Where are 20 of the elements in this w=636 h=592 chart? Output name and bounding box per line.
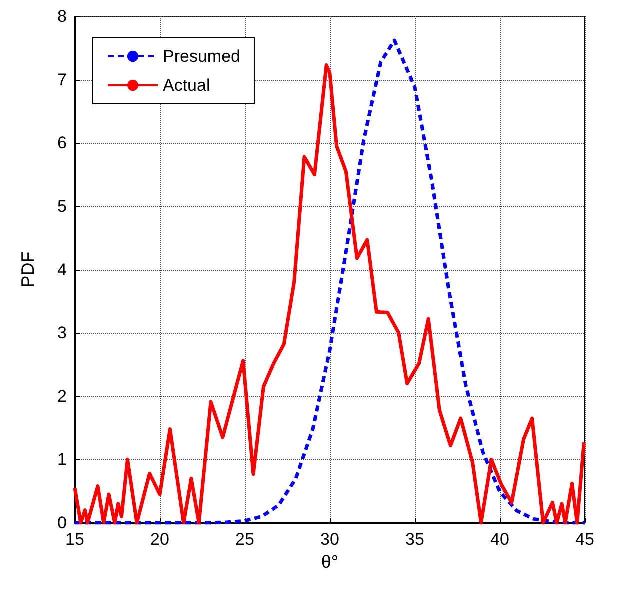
x-axis-title: θ° — [321, 552, 339, 572]
x-tick-label: 15 — [66, 530, 84, 549]
x-tick-label: 45 — [576, 530, 594, 549]
legend-label: Presumed — [163, 47, 240, 66]
y-tick-label: 0 — [58, 514, 67, 532]
y-tick-label: 5 — [58, 196, 67, 216]
y-axis-title: PDF — [18, 252, 38, 288]
y-tick-label: 7 — [58, 70, 67, 90]
x-tick-label: 20 — [150, 530, 170, 549]
y-tick-label: 3 — [58, 324, 67, 343]
y-tick-label: 4 — [58, 260, 67, 280]
x-tick-label: 25 — [236, 530, 254, 549]
y-tick-label: 8 — [58, 7, 67, 26]
x-tick-label: 30 — [320, 530, 340, 549]
y-tick-label: 6 — [58, 134, 67, 153]
x-tick-label: 35 — [406, 530, 424, 549]
legend-label: Actual — [163, 76, 210, 95]
x-tick-label: 40 — [490, 530, 510, 549]
y-tick-label: 2 — [58, 386, 67, 406]
y-tick-label: 1 — [58, 450, 67, 470]
